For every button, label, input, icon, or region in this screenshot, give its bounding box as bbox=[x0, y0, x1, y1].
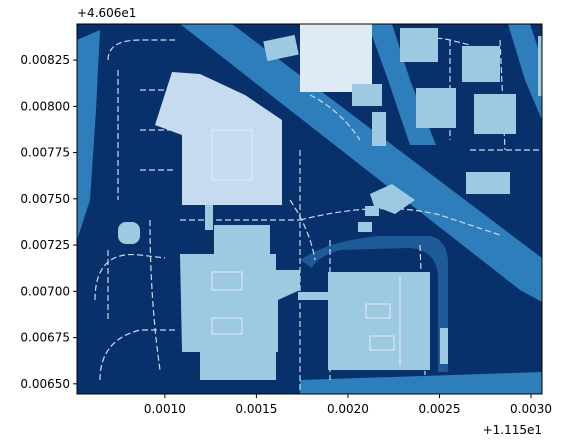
building-mid-1 bbox=[352, 84, 382, 106]
building-east-main bbox=[328, 272, 430, 370]
x-axis: 0.0010 0.0015 0.0020 0.0025 0.0030 bbox=[144, 394, 552, 416]
y-tick-label: 0.00800 bbox=[20, 99, 70, 113]
building-mid-2 bbox=[372, 112, 386, 146]
building-mid-5 bbox=[365, 206, 379, 216]
x-offset-label: +1.115e1 bbox=[483, 423, 542, 437]
parking-loop-road bbox=[300, 236, 449, 372]
buildings bbox=[118, 24, 542, 380]
building-skybridge bbox=[298, 292, 328, 300]
y-tick-label: 0.00825 bbox=[20, 53, 70, 67]
roof-features bbox=[211, 129, 401, 366]
building-ne-4 bbox=[474, 94, 516, 134]
building-mid-3 bbox=[466, 172, 510, 194]
building-ne-3 bbox=[416, 88, 456, 128]
plot-area bbox=[77, 24, 542, 394]
y-tick-label: 0.00650 bbox=[20, 377, 70, 391]
west-road bbox=[77, 30, 100, 240]
building-mid-6 bbox=[358, 222, 372, 232]
y-offset-label: +4.606e1 bbox=[77, 6, 136, 20]
building-mid-4 bbox=[370, 184, 415, 214]
y-axis: 0.00650 0.00675 0.00700 0.00725 0.00750 0.007… bbox=[20, 53, 77, 391]
y-tick-label: 0.00775 bbox=[20, 146, 70, 160]
building-parking-light bbox=[118, 222, 140, 244]
building-center-main bbox=[180, 254, 300, 352]
y-tick-label: 0.00675 bbox=[20, 331, 70, 345]
diagonal-road bbox=[180, 24, 542, 302]
axes-frame bbox=[76, 23, 543, 395]
x-tick-label: 0.0025 bbox=[418, 402, 460, 416]
building-small-1 bbox=[263, 34, 299, 62]
south-road bbox=[300, 372, 542, 394]
y-tick-label: 0.00700 bbox=[20, 284, 70, 298]
y-tick-label: 0.00750 bbox=[20, 192, 70, 206]
building-large-north bbox=[155, 72, 282, 205]
x-tick-label: 0.0030 bbox=[510, 402, 552, 416]
building-north-pale bbox=[300, 24, 372, 92]
building-ne-2 bbox=[462, 46, 500, 82]
building-center-annex bbox=[200, 350, 276, 380]
building-small-2 bbox=[440, 328, 448, 364]
east-road bbox=[508, 24, 542, 120]
building-ne-5 bbox=[538, 36, 542, 96]
x-tick-label: 0.0015 bbox=[235, 402, 277, 416]
y-tick-label: 0.00725 bbox=[20, 238, 70, 252]
x-tick-label: 0.0020 bbox=[327, 402, 369, 416]
x-tick-label: 0.0010 bbox=[144, 402, 186, 416]
building-ne-1 bbox=[400, 28, 438, 62]
building-center-north bbox=[214, 225, 270, 255]
building-connector bbox=[205, 205, 213, 230]
